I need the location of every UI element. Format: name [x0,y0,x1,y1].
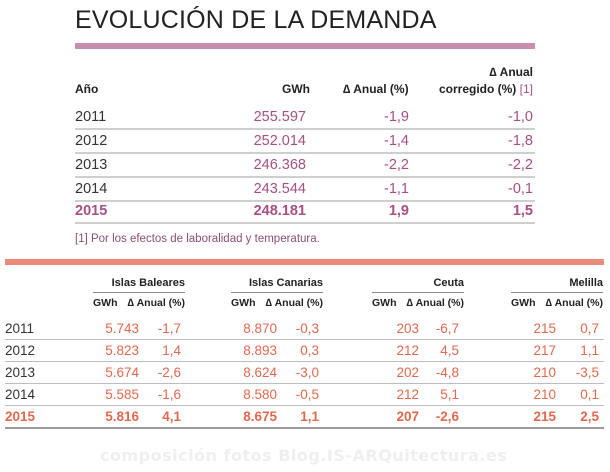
table2-divider [5,259,604,265]
cell-anual: 0,3 [300,343,319,358]
cell-gwh: 8.893 [243,343,277,358]
cell-anual: -1,6 [157,387,181,402]
cell-gwh: 8.675 [243,409,277,424]
cell-gwh: 255.597 [253,109,306,125]
cell-gwh: 210 [533,387,556,402]
header-year: Año [75,82,99,96]
cell-gwh: 212 [396,343,419,358]
cell-gwh: 215 [533,321,556,336]
header-anual: ∆ Anual (%) [343,82,409,96]
cell-anual: -3,0 [295,365,319,380]
cell-anual: -0,3 [295,321,319,336]
cell-anual: -6,7 [435,321,459,336]
table-row-highlight: 2015 248.181 1,9 1,5 [75,200,535,224]
cell-anual: -1,7 [157,321,181,336]
cell-gwh: 203 [396,321,419,336]
cell-corregido: -0,1 [508,181,533,197]
cell-anual: 4,1 [162,409,181,424]
cell-year: 2011 [75,109,107,125]
cell-corregido: -1,8 [508,133,533,149]
subheader-gwh: GWh [93,297,118,309]
cell-corregido: -1,0 [508,109,533,125]
subheader-anual: ∆ Anual (%) [127,297,185,309]
cell-gwh: 217 [533,343,556,358]
page-title: EVOLUCIÓN DE LA DEMANDA [75,6,437,34]
table-row: 2011 255.597 -1,9 -1,0 [75,106,535,130]
cell-gwh: 210 [533,365,556,380]
subheader-gwh: GWh [511,297,536,309]
cell-gwh: 202 [396,365,419,380]
cell-gwh: 8.580 [243,387,277,402]
cell-anual: -1,4 [384,133,409,149]
cell-anual: 0,1 [580,387,599,402]
table-row: 2012 252.014 -1,4 -1,8 [75,130,535,154]
group-header-melilla: Melilla [511,277,603,293]
cell-corregido: -2,2 [508,157,533,173]
cell-gwh: 252.014 [253,133,306,149]
cell-gwh: 212 [396,387,419,402]
cell-anual: -2,2 [384,157,409,173]
footnote: [1] Por los efectos de laboralidad y tem… [75,233,320,245]
cell-year: 2013 [5,365,36,380]
cell-year: 2014 [5,387,36,402]
cell-anual: 5,1 [440,387,459,402]
cell-anual: -4,8 [435,365,459,380]
cell-anual: 1,9 [388,203,409,219]
footnote-ref: [1] [519,82,533,96]
subheader-gwh: GWh [231,297,256,309]
cell-anual: 1,1 [300,409,319,424]
cell-anual: -1,1 [384,181,409,197]
cell-anual: -0,5 [295,387,319,402]
header-corregido-line1: ∆ Anual [489,65,533,79]
table-row: 2013 5.674 -2,6 8.624 -3,0 202 -4,8 210 -3,5 [5,362,604,384]
cell-gwh: 5.674 [105,365,139,380]
group-header-canarias: Islas Canarias [231,277,323,293]
table-row: 2014 5.585 -1,6 8.580 -0,5 212 5,1 210 0,1 [5,384,604,406]
cell-gwh: 8.870 [243,321,277,336]
header-corregido-label: corregido (%) [438,82,517,96]
header-corregido-line2: corregido (%) [1] [420,82,533,96]
table-row: 2014 243.544 -1,1 -0,1 [75,178,535,202]
group-header-ceuta: Ceuta [372,277,464,293]
cell-corregido: 1,5 [512,203,533,219]
cell-gwh: 5.743 [105,321,139,336]
cell-gwh: 243.544 [253,181,306,197]
cell-gwh: 246.368 [253,157,306,173]
cell-gwh: 207 [396,409,419,424]
group-header-baleares: Islas Baleares [93,277,185,293]
cell-year: 2013 [75,157,108,173]
cell-gwh: 5.823 [105,343,139,358]
header-gwh: GWh [282,82,310,96]
cell-anual: -1,9 [384,109,409,125]
cell-anual: -2,6 [157,365,181,380]
cell-gwh: 5.585 [105,387,139,402]
cell-year: 2012 [5,343,36,358]
cell-anual: 0,7 [580,321,599,336]
title-divider [75,43,535,49]
table-row: 2013 246.368 -2,2 -2,2 [75,154,535,178]
subheader-gwh: GWh [372,297,397,309]
subheader-anual: ∆ Anual (%) [406,297,464,309]
subheader-anual: ∆ Anual (%) [265,297,323,309]
table-row: 2011 5.743 -1,7 8.870 -0,3 203 -6,7 215 0,7 [5,318,604,340]
cell-year: 2011 [5,321,35,336]
cell-anual: 1,1 [580,343,599,358]
cell-year: 2015 [5,409,36,424]
cell-anual: 1,4 [162,343,181,358]
cell-year: 2012 [75,133,108,149]
watermark: composición fotos Blog.IS-ARQuitectura.e… [100,446,508,465]
cell-gwh: 248.181 [253,203,306,219]
subheader-anual: ∆ Anual (%) [545,297,603,309]
cell-anual: -2,6 [435,409,459,424]
cell-year: 2014 [75,181,108,197]
cell-year: 2015 [75,203,108,219]
cell-gwh: 8.624 [243,365,277,380]
cell-anual: -3,5 [575,365,599,380]
cell-anual: 4,5 [440,343,459,358]
cell-anual: 2,5 [580,409,599,424]
cell-gwh: 5.816 [105,409,139,424]
cell-gwh: 215 [533,409,556,424]
table-row: 2012 5.823 1,4 8.893 0,3 212 4,5 217 1,1 [5,340,604,362]
table-row-highlight: 2015 5.816 4,1 8.675 1,1 207 -2,6 215 2,5 [5,406,604,429]
